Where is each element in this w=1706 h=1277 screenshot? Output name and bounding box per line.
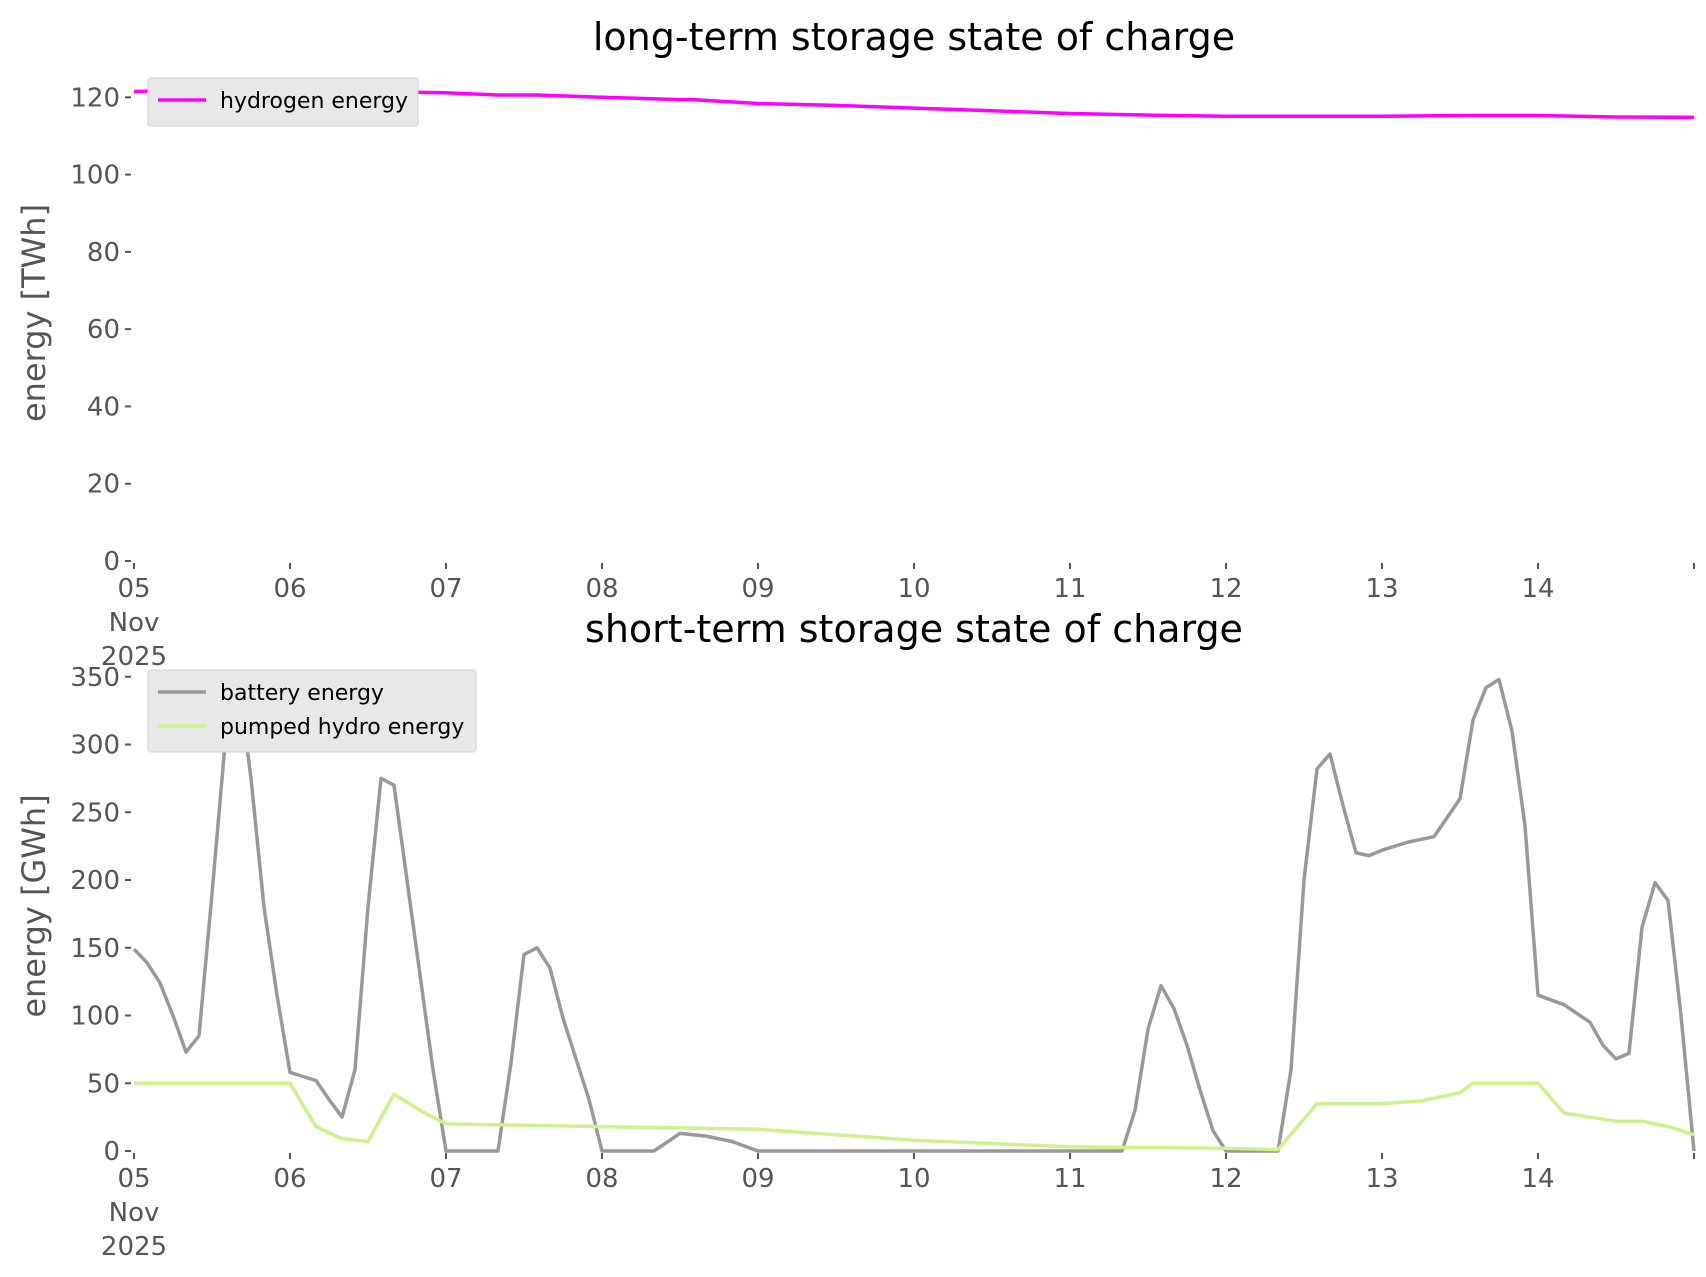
y-tick-label: 150: [70, 934, 120, 964]
x-tick-label: 08: [585, 574, 618, 604]
x-tick-label: 12: [1209, 1164, 1242, 1194]
y-tick-label: 100: [70, 1002, 120, 1032]
x-tick-label: 11: [1053, 1164, 1086, 1194]
x-tick-label: 10: [897, 574, 930, 604]
series-line-hydrogen-energy: [133, 88, 1695, 120]
short-term-storage-chart: short-term storage state of charge energ…: [15, 607, 1696, 1262]
x-tick-label: 07: [429, 574, 462, 604]
x-tick-label: 05 Nov 2025: [101, 1164, 167, 1262]
x-tick-label: 12: [1209, 574, 1242, 604]
y-tick-label: 300: [70, 731, 120, 761]
y-tick-label: 250: [70, 798, 120, 828]
x-tick-label: 07: [429, 1164, 462, 1194]
legend-label: battery energy: [220, 681, 384, 706]
x-tick-label: 08: [585, 1164, 618, 1194]
series-line-pumped-hydro-energy: [134, 1081, 1695, 1152]
y-tick-label: 80: [87, 238, 120, 268]
long-term-storage-chart: long-term storage state of charge energy…: [15, 15, 1695, 672]
chart-title: long-term storage state of charge: [593, 15, 1235, 59]
y-tick-label: 0: [103, 1137, 120, 1167]
series-line-battery-energy: [132, 675, 1696, 1153]
legend-label: hydrogen energy: [220, 89, 408, 114]
y-tick-label: 40: [87, 392, 120, 422]
x-tick-label: 06: [273, 1164, 306, 1194]
x-tick-label: 11: [1053, 574, 1086, 604]
x-tick-label: 13: [1365, 1164, 1398, 1194]
y-tick-label: 350: [70, 663, 120, 693]
legend: [147, 77, 419, 127]
y-tick-label: 20: [87, 470, 120, 500]
x-tick-label: 05 Nov 2025: [101, 574, 167, 672]
x-tick-label: 09: [741, 1164, 774, 1194]
y-tick-label: 120: [70, 83, 120, 113]
y-tick-label: 200: [70, 866, 120, 896]
x-tick-label: 14: [1521, 574, 1554, 604]
x-tick-label: 13: [1365, 574, 1398, 604]
x-tick-label: 09: [741, 574, 774, 604]
y-tick-label: 0: [103, 547, 120, 577]
x-tick-label: 06: [273, 574, 306, 604]
y-axis-label: energy [GWh]: [15, 794, 53, 1017]
x-tick-label: 10: [897, 1164, 930, 1194]
y-tick-label: 50: [87, 1069, 120, 1099]
chart-title: short-term storage state of charge: [585, 607, 1243, 651]
y-axis-label: energy [TWh]: [15, 204, 53, 422]
y-tick-label: 100: [70, 161, 120, 191]
legend-label: pumped hydro energy: [220, 715, 464, 740]
x-tick-label: 14: [1521, 1164, 1554, 1194]
y-tick-label: 60: [87, 315, 120, 345]
legend: [147, 669, 477, 753]
